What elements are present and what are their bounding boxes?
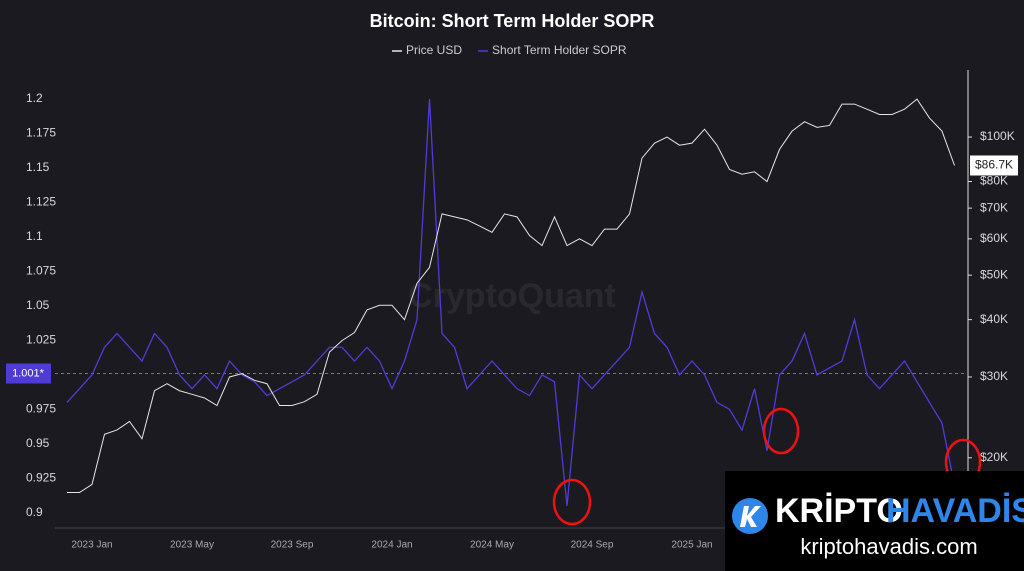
y2-tick-label: $80K — [980, 174, 1008, 188]
legend: Price USD Short Term Holder SOPR — [392, 43, 627, 57]
y-tick-label: 1.175 — [26, 126, 56, 140]
highlight-circle — [762, 407, 800, 455]
y-tick-label: 1.075 — [26, 264, 56, 278]
legend-label: Price USD — [406, 43, 462, 57]
brand-word2: HAVADİS — [886, 492, 1024, 530]
x-tick-label: 2024 May — [470, 540, 514, 551]
y2-tick-label: $100K — [980, 129, 1015, 143]
y-tick-label: 0.9 — [26, 505, 43, 519]
y-tick-label: 0.975 — [26, 402, 56, 416]
price-label: $86.7K — [975, 158, 1013, 172]
y-tick-label: 0.95 — [26, 436, 50, 450]
y2-tick-label: $30K — [980, 369, 1008, 383]
reference-label: 1.001* — [12, 367, 45, 379]
brand-logo-k — [740, 506, 761, 527]
y2-tick-label: $70K — [980, 200, 1008, 214]
brand-box — [725, 471, 1024, 571]
y-tick-label: 1.2 — [26, 91, 43, 105]
legend-label: Short Term Holder SOPR — [492, 43, 627, 57]
y-tick-label: 1.125 — [26, 195, 56, 209]
y2-tick-label: $60K — [980, 231, 1008, 245]
y-tick-label: 1.05 — [26, 298, 50, 312]
watermark: CryptoQuant — [408, 277, 616, 315]
series-line — [67, 98, 955, 494]
y2-tick-label: $20K — [980, 450, 1008, 464]
y2-tick-label: $40K — [980, 312, 1008, 326]
x-tick-label: 2024 Jan — [371, 540, 412, 551]
y-tick-label: 1.025 — [26, 333, 56, 347]
x-tick-label: 2024 Sep — [571, 540, 614, 551]
highlight-circle — [552, 478, 592, 526]
chart-title: Bitcoin: Short Term Holder SOPR — [370, 11, 655, 31]
y-tick-label: 0.925 — [26, 471, 56, 485]
y-tick-label: 1.1 — [26, 229, 43, 243]
x-tick-label: 2023 May — [170, 540, 214, 551]
brand-url: kriptohavadis.com — [800, 534, 977, 559]
x-tick-label: 2023 Sep — [271, 540, 314, 551]
brand-word1: KRİPTO — [775, 492, 903, 530]
price-badge — [970, 155, 1018, 176]
x-tick-label: 2023 Jan — [71, 540, 112, 551]
y2-tick-label: $50K — [980, 267, 1008, 281]
reference-badge — [6, 363, 51, 384]
y-tick-label: 1.15 — [26, 160, 50, 174]
x-tick-label: 2025 Jan — [671, 540, 712, 551]
series-line — [66, 98, 956, 506]
